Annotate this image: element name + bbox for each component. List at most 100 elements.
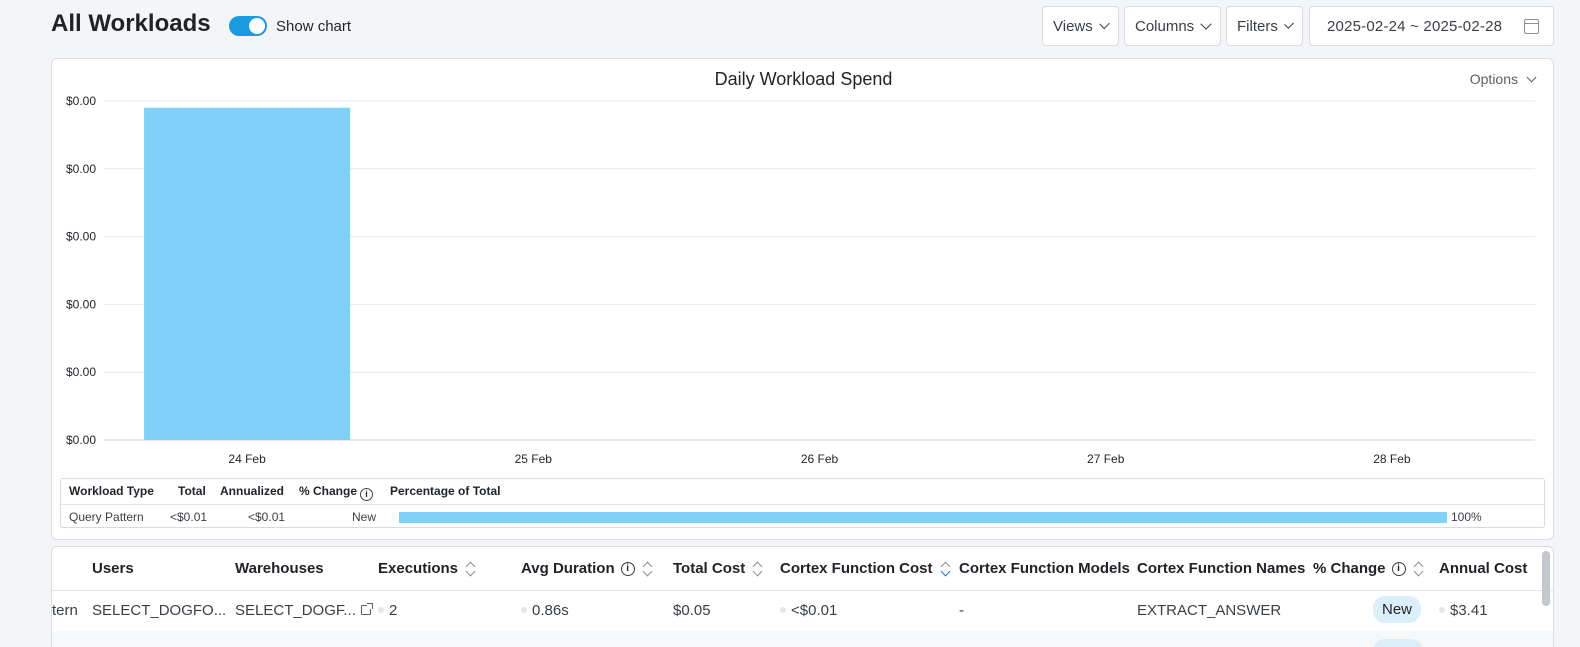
cell-cortex-function-cost: <$0.01 xyxy=(780,602,837,619)
summary-annualized: <$0.01 xyxy=(248,510,286,524)
status-dot xyxy=(378,607,384,613)
summary-header-change-label: % Change xyxy=(299,484,358,498)
columns-button[interactable]: Columns xyxy=(1124,6,1221,46)
change-badge: New xyxy=(1373,596,1422,623)
summary-total: <$0.01 xyxy=(170,510,208,524)
chevron-down-icon xyxy=(1098,18,1110,30)
table-row[interactable]: tern SELECT_DOGFO... SELECT_DOGF... 2 0.… xyxy=(52,591,1553,631)
summary-change: New xyxy=(352,510,377,524)
cell-cortex-function-models: - xyxy=(959,602,964,619)
header-cortex-function-names-label: Cortex Function Names xyxy=(1137,560,1306,577)
sort-icon[interactable] xyxy=(642,561,652,577)
info-icon[interactable]: i xyxy=(1391,561,1406,576)
x-tick-label: 28 Feb xyxy=(1373,452,1411,466)
header-warehouses[interactable]: Warehouses xyxy=(235,560,324,577)
cell-executions: 2 xyxy=(378,602,397,619)
header-total-cost[interactable]: Total Cost xyxy=(673,560,762,577)
x-tick-label: 27 Feb xyxy=(1087,452,1125,466)
header-warehouses-label: Warehouses xyxy=(235,560,324,577)
chart-title: Daily Workload Spend xyxy=(714,69,893,89)
cell-annual-cost: $3.41 xyxy=(1439,602,1488,619)
header-annual-cost[interactable]: Annual Cost xyxy=(1439,560,1527,577)
toggle-knob xyxy=(249,18,265,34)
info-icon[interactable]: i xyxy=(360,488,374,501)
summary-header-type: Workload Type xyxy=(69,484,154,498)
cell-warehouses-value: SELECT_DOGF... xyxy=(235,602,356,619)
header-executions-label: Executions xyxy=(378,560,459,577)
filters-label: Filters xyxy=(1237,17,1278,35)
x-tick-label: 25 Feb xyxy=(515,452,553,466)
sort-icon[interactable] xyxy=(752,561,762,577)
percentage-label: 100% xyxy=(1451,510,1482,524)
header-avg-duration-label: Avg Duration xyxy=(521,560,615,577)
summary-table: Workload Type Total Annualized % Change i… xyxy=(60,478,1545,528)
table-row[interactable] xyxy=(52,631,1553,647)
header-users-label: Users xyxy=(92,560,134,577)
y-tick-label: $0.00 xyxy=(66,365,96,379)
options-label: Options xyxy=(1469,71,1518,87)
header-annual-cost-label: Annual Cost xyxy=(1439,560,1528,577)
header-cortex-function-cost-label: Cortex Function Cost xyxy=(780,560,933,577)
show-chart-toggle[interactable] xyxy=(229,16,267,36)
header-cortex-function-models[interactable]: Cortex Function Models xyxy=(959,560,1130,577)
cell-cortex-function-names: EXTRACT_ANSWER xyxy=(1137,602,1282,619)
cell-warehouses: SELECT_DOGF... xyxy=(235,602,373,619)
header-cortex-function-names[interactable]: Cortex Function Names xyxy=(1137,560,1305,577)
status-dot xyxy=(521,607,527,613)
header-pct-change-label: % Change xyxy=(1313,560,1386,577)
chevron-down-icon xyxy=(1526,72,1537,82)
bar[interactable] xyxy=(144,107,351,440)
header-total-cost-label: Total Cost xyxy=(673,560,746,577)
cell-annual-cost-value: $3.41 xyxy=(1450,602,1488,619)
chart-options-button[interactable]: Options xyxy=(1469,71,1537,87)
header-cortex-function-cost[interactable]: Cortex Function Cost xyxy=(780,560,950,577)
views-button[interactable]: Views xyxy=(1042,6,1119,46)
summary-row[interactable]: Query Pattern <$0.01 <$0.01 New 100% xyxy=(61,504,1544,528)
cell-executions-value: 2 xyxy=(389,602,398,619)
sort-icon[interactable] xyxy=(465,561,475,577)
filters-button[interactable]: Filters xyxy=(1226,6,1303,46)
cell-avg-duration: 0.86s xyxy=(521,602,569,619)
summary-header-change: % Change i xyxy=(299,484,374,501)
table-scrollbar[interactable] xyxy=(1542,551,1550,606)
status-dot xyxy=(1439,607,1445,613)
chart-card: $0.00 $0.00 $0.00 $0.00 $0.00 $0.00 24 Feb 25 F… xyxy=(51,58,1554,540)
header-cortex-function-models-label: Cortex Function Models xyxy=(959,560,1130,577)
cell-cortex-function-cost-value: <$0.01 xyxy=(791,602,838,619)
header-pct-change[interactable]: % Change i xyxy=(1313,560,1423,577)
y-tick-label: $0.00 xyxy=(66,230,96,244)
cell-total-cost: $0.05 xyxy=(673,602,711,619)
header-avg-duration[interactable]: Avg Duration i xyxy=(521,560,652,577)
x-tick-label: 26 Feb xyxy=(801,452,839,466)
y-tick-label: $0.00 xyxy=(66,162,96,176)
y-tick-label: $0.00 xyxy=(66,433,96,447)
info-icon[interactable]: i xyxy=(620,561,635,576)
page-title: All Workloads xyxy=(51,10,211,37)
summary-header-annualized: Annualized xyxy=(220,484,285,498)
sort-icon[interactable] xyxy=(940,561,950,577)
views-label: Views xyxy=(1053,17,1093,35)
date-range-value: 2025-02-24 ~ 2025-02-28 xyxy=(1327,18,1503,35)
columns-label: Columns xyxy=(1135,17,1195,35)
workloads-table: Users Warehouses Executions Avg Duration… xyxy=(51,546,1554,647)
show-chart-label: Show chart xyxy=(276,18,352,35)
summary-header-total: Total xyxy=(178,484,206,498)
y-tick-label: $0.00 xyxy=(66,94,96,108)
x-tick-label: 24 Feb xyxy=(228,452,266,466)
page-header: All Workloads Show chart Views Columns F… xyxy=(0,0,1580,52)
sort-icon[interactable] xyxy=(1413,561,1423,577)
summary-header-row: Workload Type Total Annualized % Change i… xyxy=(61,479,1544,503)
cell-users: SELECT_DOGFO... xyxy=(92,602,227,619)
calendar-icon xyxy=(1524,19,1539,34)
chevron-down-icon xyxy=(1283,18,1294,30)
percentage-bar xyxy=(399,512,1447,523)
date-range-picker[interactable]: 2025-02-24 ~ 2025-02-28 xyxy=(1309,6,1554,46)
y-tick-label: $0.00 xyxy=(66,297,96,311)
header-executions[interactable]: Executions xyxy=(378,560,475,577)
status-dot xyxy=(780,607,786,613)
daily-spend-chart: $0.00 $0.00 $0.00 $0.00 $0.00 $0.00 24 Feb 25 F… xyxy=(66,94,1535,466)
external-link-icon[interactable] xyxy=(360,603,373,615)
header-users[interactable]: Users xyxy=(92,560,134,577)
summary-type: Query Pattern xyxy=(69,510,144,524)
chevron-down-icon xyxy=(1200,18,1212,30)
